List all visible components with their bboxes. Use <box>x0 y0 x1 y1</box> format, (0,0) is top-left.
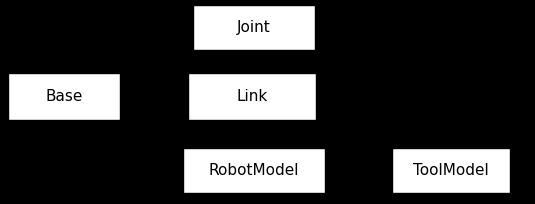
Bar <box>183 148 325 193</box>
Bar <box>8 73 120 120</box>
Text: ToolModel: ToolModel <box>413 163 489 178</box>
Text: Joint: Joint <box>237 20 271 35</box>
Bar <box>193 5 315 50</box>
Text: RobotModel: RobotModel <box>209 163 299 178</box>
Text: Base: Base <box>45 89 83 104</box>
Bar <box>392 148 510 193</box>
Text: Link: Link <box>236 89 268 104</box>
Bar <box>188 73 316 120</box>
